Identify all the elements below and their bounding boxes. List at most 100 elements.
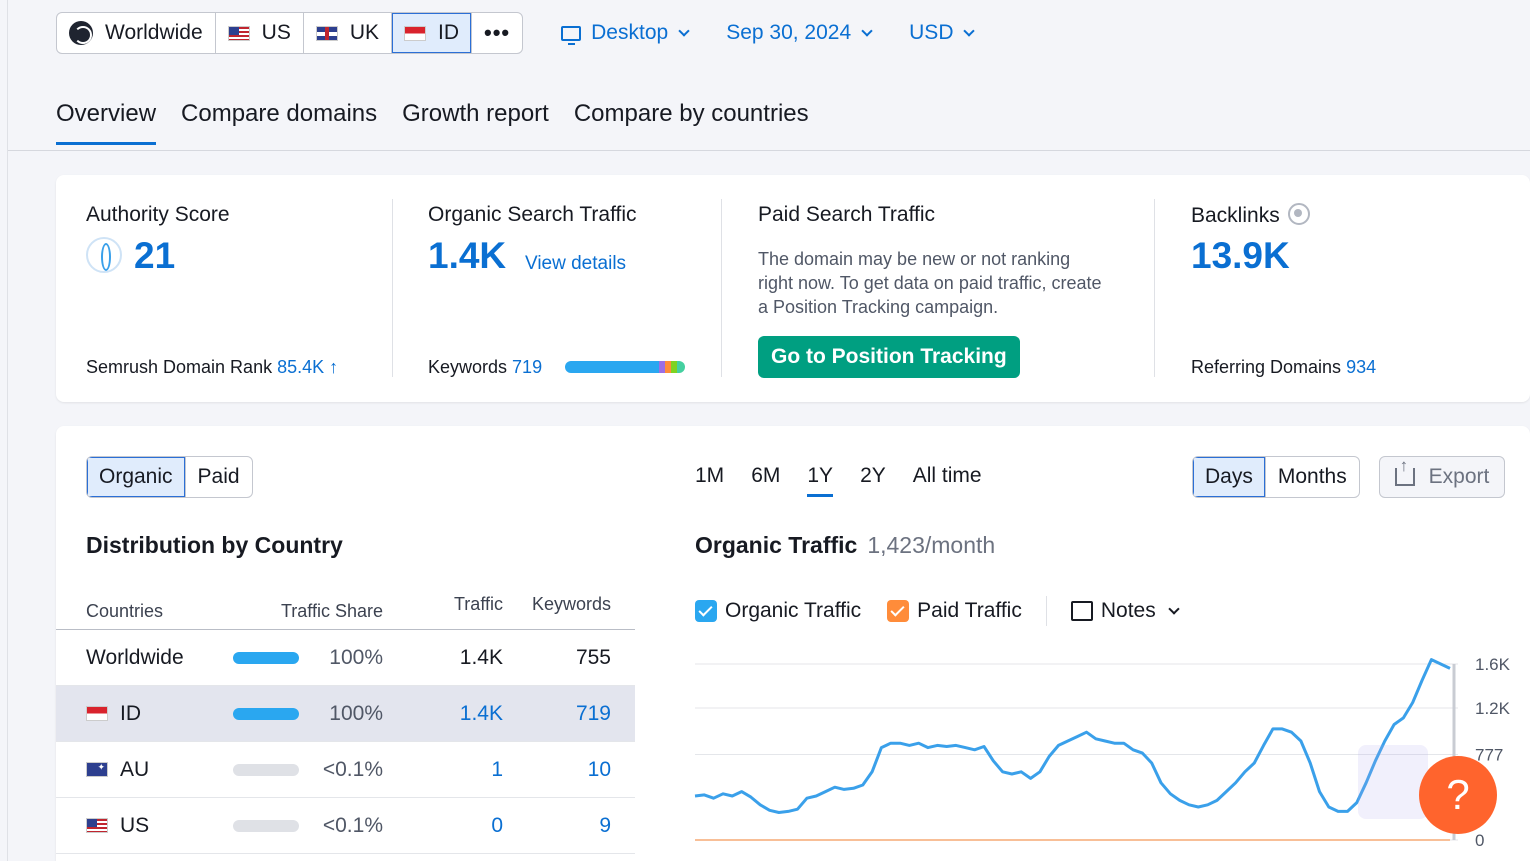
divider: [392, 199, 393, 377]
tab-overview[interactable]: Overview: [56, 100, 157, 145]
export-button[interactable]: Export: [1379, 456, 1505, 498]
organic-traffic-checkbox[interactable]: [695, 600, 717, 622]
toggle-organic[interactable]: Organic: [87, 457, 186, 497]
table-row[interactable]: AU <0.1% 1 10: [56, 742, 635, 798]
kw-bar-segment: [665, 361, 671, 373]
currency-dropdown[interactable]: USD: [909, 21, 976, 45]
view-details-link[interactable]: View details: [525, 253, 627, 274]
range-2y[interactable]: 2Y: [860, 464, 886, 487]
chat-widget-shadow: [1358, 745, 1428, 819]
domain-rank-value[interactable]: 85.4K ↑: [277, 357, 339, 377]
share-bar: [233, 819, 299, 832]
domain-rank: Semrush Domain Rank 85.4K ↑: [86, 357, 339, 377]
monitor-icon: [561, 25, 582, 45]
tab-compare-domains[interactable]: Compare domains: [181, 100, 378, 127]
left-border: [7, 0, 8, 861]
legend-divider: [1045, 596, 1047, 626]
divider: [1154, 199, 1155, 377]
range-1m[interactable]: 1M: [695, 464, 725, 487]
db-id[interactable]: ID: [392, 13, 473, 53]
tab-compare-by-countries[interactable]: Compare by countries: [573, 100, 809, 127]
date-range-tabs: 1M 6M 1Y 2Y All time: [695, 464, 1009, 497]
y-tick-label: 1.2K: [1475, 699, 1511, 718]
db-us[interactable]: US: [216, 13, 304, 53]
toggle-paid[interactable]: Paid: [197, 465, 240, 488]
database-selector: Worldwide US UK ID •••: [56, 12, 524, 54]
legend-paid[interactable]: Paid Traffic: [917, 599, 1022, 622]
backlinks-metric: Backlinks 13.9K Referring Domains 934: [1191, 175, 1491, 402]
organic-traffic-heading: Organic Traffic 1,423/month: [695, 532, 996, 558]
divider: [721, 199, 722, 377]
distribution-table: Countries Traffic Share Traffic Keywords…: [56, 594, 635, 854]
table-row[interactable]: ID 100% 1.4K 719: [56, 686, 635, 742]
toggle-months[interactable]: Months: [1277, 465, 1347, 488]
flag-uk-icon: [315, 25, 338, 41]
referring-domains: Referring Domains 934: [1191, 357, 1377, 377]
range-all-time[interactable]: All time: [912, 464, 982, 487]
top-toolbar: Worldwide US UK ID ••• Desktop Sep 30, 2…: [56, 12, 976, 54]
flag-id-icon: [404, 25, 427, 41]
flag-id-icon: [86, 706, 108, 721]
help-button[interactable]: ?: [1419, 756, 1497, 834]
kw-bar-segment: [659, 361, 665, 373]
flag-au-icon: [86, 762, 108, 777]
date-dropdown[interactable]: Sep 30, 2024: [726, 21, 873, 45]
toggle-days[interactable]: Days: [1193, 457, 1266, 497]
chevron-down-icon: [1168, 602, 1180, 615]
authority-score-title: Authority Score: [86, 203, 230, 226]
flag-us-icon: [227, 25, 250, 41]
y-tick-label: 777: [1475, 746, 1503, 765]
organic-traffic-line[interactable]: [694, 658, 1451, 814]
legend-organic[interactable]: Organic Traffic: [725, 599, 862, 622]
chart-legend: Organic Traffic Paid Traffic Notes: [695, 596, 1180, 626]
keywords-value[interactable]: 719: [512, 357, 543, 377]
kw-bar-segment: [671, 361, 677, 373]
paid-traffic-checkbox[interactable]: [887, 600, 910, 622]
report-tabs: Overview Compare domains Growth report C…: [56, 100, 834, 145]
export-icon: [1394, 456, 1415, 486]
monthly-traffic: 1,423/month: [867, 532, 996, 558]
organic-traffic-value[interactable]: 1.4K: [428, 235, 507, 276]
authority-score-value[interactable]: 21: [134, 235, 176, 276]
tabs-divider: [8, 150, 1530, 151]
share-bar: [233, 707, 299, 720]
globe-icon: [1287, 203, 1310, 225]
backlinks-value[interactable]: 13.9K: [1191, 235, 1290, 276]
chevron-down-icon: [861, 24, 873, 37]
organic-traffic-metric: Organic Search Traffic 1.4K View details…: [428, 175, 728, 402]
chevron-down-icon: [963, 24, 976, 37]
distribution-title: Distribution by Country: [86, 532, 343, 558]
organic-traffic-title: Organic Search Traffic: [428, 203, 637, 226]
paid-traffic-metric: Paid Search Traffic The domain may be ne…: [758, 175, 1138, 402]
db-worldwide[interactable]: Worldwide: [57, 13, 216, 53]
table-row[interactable]: Worldwide 100% 1.4K 755: [56, 630, 635, 686]
notes-icon: [1070, 601, 1093, 621]
referring-domains-value[interactable]: 934: [1346, 357, 1377, 377]
backlinks-title: Backlinks: [1191, 203, 1310, 228]
authority-score-icon: [86, 237, 122, 273]
kw-bar-segment: [677, 361, 685, 373]
kw-bar-segment: [565, 361, 659, 373]
summary-card: Authority Score 21 Semrush Domain Rank 8…: [56, 175, 1530, 402]
device-dropdown[interactable]: Desktop: [561, 21, 690, 45]
range-6m[interactable]: 6M: [751, 464, 781, 487]
y-tick-label: 1.6K: [1475, 655, 1511, 674]
flag-us-icon: [86, 818, 108, 833]
share-bar: [233, 651, 299, 664]
keywords-distribution-bar: [565, 361, 685, 373]
paid-traffic-title: Paid Search Traffic: [758, 203, 936, 226]
table-row[interactable]: US <0.1% 0 9: [56, 798, 635, 854]
table-header: Countries Traffic Share Traffic Keywords: [56, 594, 635, 630]
range-1y[interactable]: 1Y: [807, 464, 834, 497]
more-databases-button[interactable]: •••: [484, 20, 511, 45]
paid-traffic-message: The domain may be new or not ranking rig…: [758, 249, 1102, 317]
db-uk[interactable]: UK: [304, 13, 393, 53]
notes-dropdown[interactable]: Notes: [1100, 599, 1156, 622]
tab-growth-report[interactable]: Growth report: [402, 100, 549, 127]
y-tick-label: 0: [1475, 831, 1484, 850]
go-to-position-tracking-button[interactable]: Go to Position Tracking: [758, 336, 1020, 378]
granularity-toggle: Days Months: [1192, 456, 1360, 498]
keywords-count: Keywords 719: [428, 357, 543, 377]
globe-icon: [69, 21, 93, 45]
traffic-card: Organic Paid 1M 6M 1Y 2Y All time Days M…: [56, 426, 1530, 861]
